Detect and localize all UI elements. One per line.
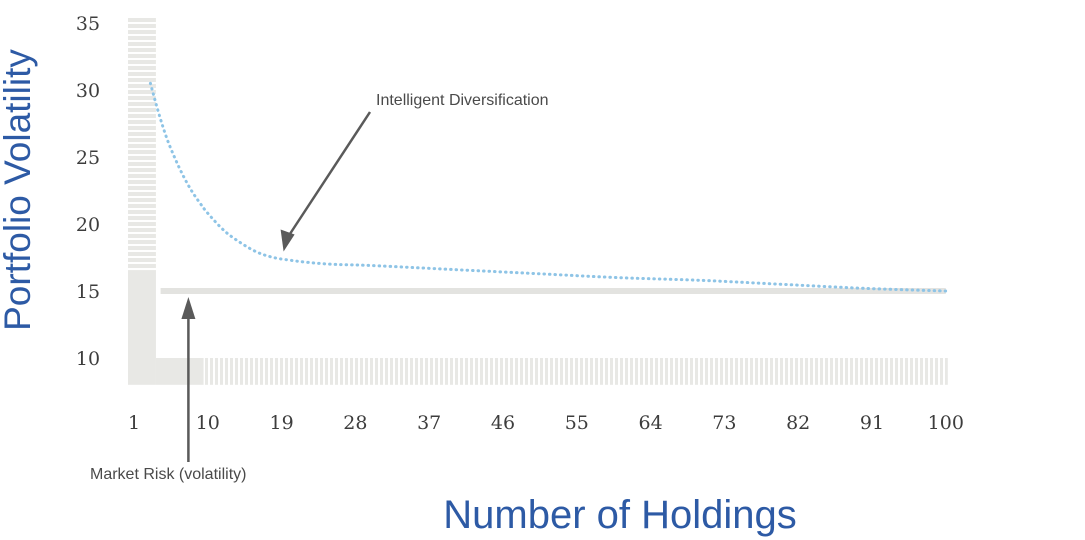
- x-tick-label: 28: [343, 412, 367, 434]
- x-tick-label: 1: [128, 412, 140, 434]
- x-axis-label: Number of Holdings: [443, 493, 797, 537]
- y-tick-label: 20: [76, 214, 100, 236]
- annotation-market-risk: Market Risk (volatility): [90, 466, 246, 483]
- y-axis-ticks: 10 15 20 25 30 35: [76, 13, 100, 370]
- x-tick-label: 55: [565, 412, 589, 434]
- band-solid-vertical: [128, 270, 156, 385]
- x-tick-label: 64: [639, 412, 663, 434]
- intelligent-diversification-curve: [148, 81, 948, 293]
- x-tick-label: 37: [417, 412, 441, 434]
- arrow-diversification-shaft: [286, 111, 372, 239]
- y-axis-label: Portfolio Volatility: [0, 49, 38, 331]
- x-tick-label: 10: [196, 412, 220, 434]
- y-tick-label: 35: [76, 13, 100, 35]
- x-tick-label: 100: [928, 412, 964, 434]
- annotation-arrows: [181, 111, 372, 462]
- x-axis-ticks: 1 10 19 28 37 46 55 64 73 82 91 100: [128, 412, 964, 434]
- arrow-diversification-head: [280, 229, 295, 252]
- band-solid-horizontal: [155, 358, 204, 385]
- band-stripes-vertical: [128, 16, 156, 271]
- y-tick-label: 15: [76, 281, 100, 303]
- volatility-band: [128, 16, 948, 385]
- x-tick-label: 82: [786, 412, 810, 434]
- x-tick-label: 19: [270, 412, 294, 434]
- y-tick-label: 30: [76, 80, 100, 102]
- x-tick-label: 73: [712, 412, 736, 434]
- x-tick-label: 91: [860, 412, 884, 434]
- annotation-intelligent-diversification: Intelligent Diversification: [376, 92, 549, 109]
- y-tick-label: 25: [76, 147, 100, 169]
- y-tick-label: 10: [76, 348, 100, 370]
- x-tick-label: 46: [491, 412, 515, 434]
- arrow-market-head: [181, 297, 196, 319]
- band-stripes-horizontal: [203, 358, 948, 385]
